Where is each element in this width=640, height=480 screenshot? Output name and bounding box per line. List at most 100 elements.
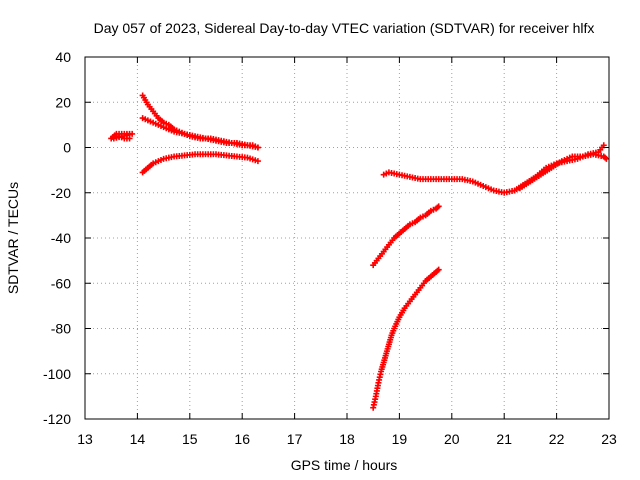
- data-point: [456, 176, 463, 183]
- data-point: [498, 189, 505, 196]
- data-series: [370, 266, 442, 411]
- data-point: [148, 106, 155, 113]
- data-point: [434, 267, 441, 274]
- data-point: [147, 118, 154, 125]
- data-point: [535, 173, 542, 180]
- x-tick-label: 15: [182, 431, 198, 447]
- data-point: [405, 300, 412, 307]
- data-point: [387, 334, 394, 341]
- x-tick-label: 21: [496, 431, 512, 447]
- data-point: [210, 137, 217, 144]
- data-point: [148, 161, 155, 168]
- data-point: [210, 151, 217, 158]
- x-tick-label: 22: [549, 431, 565, 447]
- y-tick-label: -100: [43, 366, 71, 382]
- data-point: [414, 175, 421, 182]
- data-point: [488, 186, 495, 193]
- data-point: [231, 153, 238, 160]
- data-point: [382, 352, 389, 359]
- data-point: [383, 170, 390, 177]
- x-tick-label: 19: [392, 431, 408, 447]
- data-point: [404, 173, 411, 180]
- data-point: [394, 231, 401, 238]
- data-point: [178, 152, 185, 159]
- data-point: [220, 152, 227, 159]
- data-point: [123, 135, 130, 142]
- data-point: [158, 118, 165, 125]
- data-point: [431, 270, 438, 277]
- data-point: [415, 216, 422, 223]
- data-point: [399, 227, 406, 234]
- x-tick-label: 18: [339, 431, 355, 447]
- data-series: [139, 151, 261, 176]
- data-point: [157, 156, 164, 163]
- data-series: [516, 151, 610, 192]
- data-point: [587, 151, 594, 158]
- data-point: [426, 209, 433, 216]
- data-point: [556, 159, 563, 166]
- data-point: [178, 130, 185, 137]
- data-point: [199, 134, 206, 141]
- data-point: [241, 141, 248, 148]
- x-tick-label: 17: [287, 431, 303, 447]
- data-point: [373, 257, 380, 264]
- data-point: [153, 112, 160, 119]
- x-axis-ticks: 13 14 15 16 17 18 19 20 21 22 23: [77, 57, 617, 447]
- y-tick-label: 20: [55, 94, 71, 110]
- data-point: [189, 151, 196, 158]
- data-series: [380, 142, 607, 196]
- data-point: [415, 287, 422, 294]
- data-point: [395, 316, 402, 323]
- data-point: [566, 154, 573, 161]
- data-point: [377, 371, 384, 378]
- data-point: [577, 153, 584, 160]
- data-point: [405, 222, 412, 229]
- data-points: [108, 92, 610, 411]
- data-point: [385, 343, 392, 350]
- data-point: [113, 134, 120, 141]
- y-tick-label: 0: [63, 140, 71, 156]
- data-point: [434, 204, 441, 211]
- x-tick-label: 16: [234, 431, 250, 447]
- data-point: [409, 220, 416, 227]
- data-point: [546, 166, 553, 173]
- data-point: [252, 157, 259, 164]
- data-point: [419, 213, 426, 220]
- data-point: [168, 154, 175, 161]
- data-point: [152, 159, 159, 166]
- data-point: [241, 154, 248, 161]
- data-point: [446, 176, 453, 183]
- y-axis-label: SDTVAR / TECUs: [5, 182, 21, 294]
- data-series: [370, 203, 442, 269]
- data-point: [467, 177, 474, 184]
- data-point: [400, 307, 407, 314]
- data-point: [430, 206, 437, 213]
- y-tick-label: 40: [55, 49, 71, 65]
- data-point: [380, 361, 387, 368]
- y-tick-label: -120: [43, 411, 71, 427]
- x-tick-label: 14: [130, 431, 146, 447]
- data-point: [598, 152, 605, 159]
- data-point: [372, 396, 379, 403]
- data-point: [426, 274, 433, 281]
- data-point: [389, 237, 396, 244]
- data-point: [374, 382, 381, 389]
- data-point: [168, 127, 175, 134]
- data-point: [378, 250, 385, 257]
- data-series: [139, 115, 261, 151]
- data-point: [143, 166, 150, 173]
- data-point: [410, 293, 417, 300]
- grid: [85, 57, 609, 419]
- data-point: [425, 176, 432, 183]
- y-tick-label: -60: [51, 275, 71, 291]
- data-point: [143, 99, 150, 106]
- data-point: [435, 176, 442, 183]
- y-tick-label: -40: [51, 230, 71, 246]
- data-point: [118, 134, 125, 141]
- data-point: [157, 123, 164, 130]
- y-axis-ticks: 40 20 0 -20 -40 -60 -80 -100 -120: [43, 49, 609, 427]
- data-point: [420, 280, 427, 287]
- data-point: [189, 132, 196, 139]
- data-point: [393, 171, 400, 178]
